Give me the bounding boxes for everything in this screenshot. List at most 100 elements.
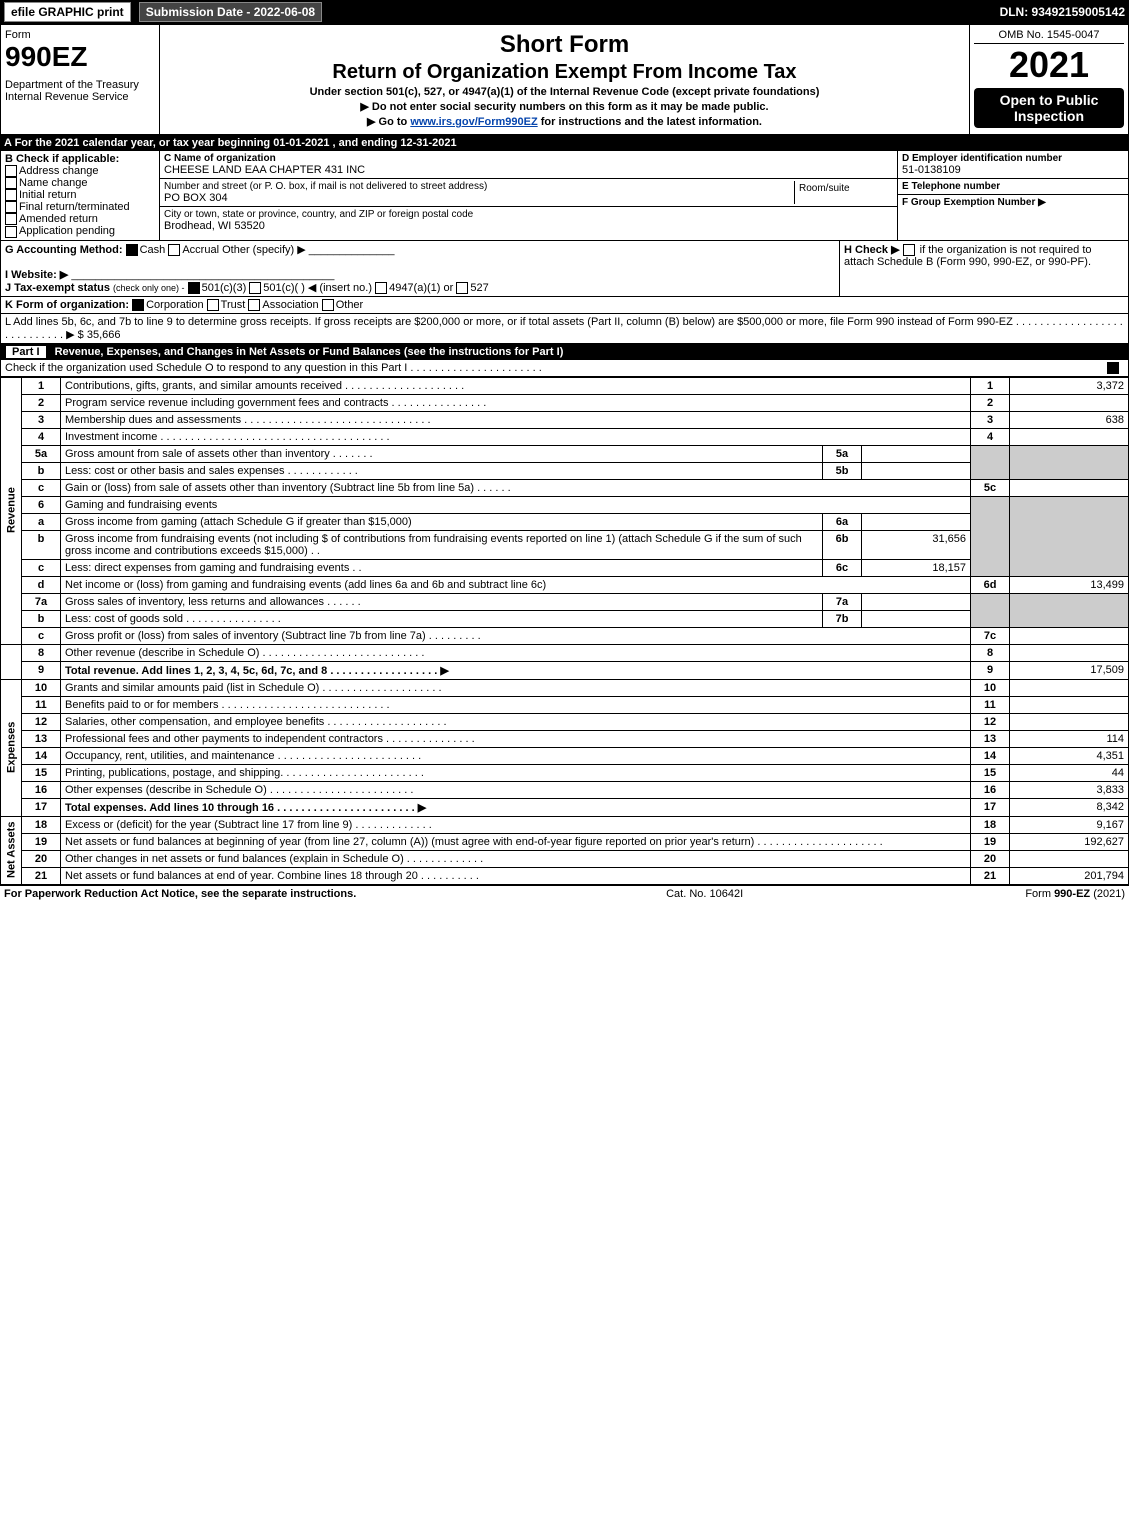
line-20-value: [1010, 850, 1129, 867]
line-10-value: [1010, 679, 1129, 696]
line-7a-desc: Gross sales of inventory, less returns a…: [61, 593, 823, 610]
checkbox-schedule-o[interactable]: [1107, 362, 1121, 374]
line-7a-value: [862, 593, 971, 610]
c-street-label: Number and street (or P. O. box, if mail…: [164, 181, 794, 192]
line-15-value: 44: [1010, 764, 1129, 781]
org-name: CHEESE LAND EAA CHAPTER 431 INC: [164, 164, 893, 176]
h-label: H Check ▶: [844, 244, 900, 256]
org-city: Brodhead, WI 53520: [164, 220, 893, 232]
checkbox-trust[interactable]: Trust: [207, 299, 246, 311]
dln-label: DLN: 93492159005142: [1000, 5, 1125, 19]
checkbox-name-change[interactable]: Name change: [5, 177, 155, 189]
line-12-value: [1010, 713, 1129, 730]
entity-info-block: B Check if applicable: Address change Na…: [0, 151, 1129, 241]
goto-suffix: for instructions and the latest informat…: [538, 116, 762, 128]
checkbox-501c[interactable]: 501(c)( ) ◀ (insert no.): [249, 282, 372, 294]
l-value: 35,666: [87, 329, 121, 341]
j-note: (check only one) -: [113, 283, 185, 293]
footer-catno: Cat. No. 10642I: [565, 888, 845, 900]
f-group-label: F Group Exemption Number ▶: [902, 197, 1124, 208]
part-1-table: Revenue 1 Contributions, gifts, grants, …: [0, 377, 1129, 885]
checkbox-initial-return[interactable]: Initial return: [5, 189, 155, 201]
line-16-value: 3,833: [1010, 781, 1129, 798]
line-8-desc: Other revenue (describe in Schedule O) .…: [61, 644, 971, 661]
line-21-desc: Net assets or fund balances at end of ye…: [61, 867, 971, 884]
line-6-desc: Gaming and fundraising events: [61, 496, 971, 513]
line-6b-desc: Gross income from fundraising events (no…: [61, 530, 823, 559]
checkbox-h[interactable]: [903, 244, 917, 256]
line-6a-desc: Gross income from gaming (attach Schedul…: [61, 513, 823, 530]
line-4-value: [1010, 428, 1129, 445]
line-11-desc: Benefits paid to or for members . . . . …: [61, 696, 971, 713]
revenue-vlabel: Revenue: [1, 377, 22, 644]
g-label: G Accounting Method:: [5, 244, 123, 256]
j-label: J Tax-exempt status: [5, 282, 110, 294]
checkbox-address-change[interactable]: Address change: [5, 165, 155, 177]
line-18-value: 9,167: [1010, 816, 1129, 833]
line-1-value: 3,372: [1010, 377, 1129, 394]
checkbox-527[interactable]: 527: [456, 282, 488, 294]
line-6d-desc: Net income or (loss) from gaming and fun…: [61, 576, 971, 593]
checkbox-corporation[interactable]: Corporation: [132, 299, 203, 311]
line-15-desc: Printing, publications, postage, and shi…: [61, 764, 971, 781]
org-street: PO BOX 304: [164, 192, 794, 204]
line-7b-value: [862, 610, 971, 627]
line-9-desc: Total revenue. Add lines 1, 2, 3, 4, 5c,…: [61, 661, 971, 679]
omb-number: OMB No. 1545-0047: [974, 29, 1124, 44]
checkbox-other-org[interactable]: Other: [322, 299, 364, 311]
line-3-desc: Membership dues and assessments . . . . …: [61, 411, 971, 428]
efile-print-button[interactable]: efile GRAPHIC print: [4, 2, 131, 22]
section-a-tax-year: A For the 2021 calendar year, or tax yea…: [0, 135, 1129, 151]
ssn-warning: Do not enter social security numbers on …: [166, 100, 963, 113]
line-17-value: 8,342: [1010, 798, 1129, 816]
line-13-desc: Professional fees and other payments to …: [61, 730, 971, 747]
checkbox-association[interactable]: Association: [248, 299, 318, 311]
c-city-label: City or town, state or province, country…: [164, 209, 893, 220]
line-7c-desc: Gross profit or (loss) from sales of inv…: [61, 627, 971, 644]
line-6b-value: 31,656: [862, 530, 971, 559]
tax-year: 2021: [974, 44, 1124, 86]
line-19-value: 192,627: [1010, 833, 1129, 850]
l-row: L Add lines 5b, 6c, and 7b to line 9 to …: [0, 314, 1129, 344]
page-footer: For Paperwork Reduction Act Notice, see …: [0, 885, 1129, 902]
schedule-o-check-text: Check if the organization used Schedule …: [5, 362, 542, 374]
e-phone-label: E Telephone number: [902, 181, 1124, 192]
i-website-label: I Website: ▶: [5, 269, 68, 281]
k-row: K Form of organization: Corporation Trus…: [0, 297, 1129, 314]
line-1-desc: Contributions, gifts, grants, and simila…: [61, 377, 971, 394]
d-ein-label: D Employer identification number: [902, 153, 1124, 164]
line-6c-desc: Less: direct expenses from gaming and fu…: [61, 559, 823, 576]
checkbox-accrual[interactable]: Accrual: [168, 244, 219, 256]
checkbox-cash[interactable]: Cash: [126, 244, 166, 256]
checkbox-application-pending[interactable]: Application pending: [5, 225, 155, 237]
line-12-desc: Salaries, other compensation, and employ…: [61, 713, 971, 730]
checkbox-amended-return[interactable]: Amended return: [5, 213, 155, 225]
line-6d-value: 13,499: [1010, 576, 1129, 593]
line-2-desc: Program service revenue including govern…: [61, 394, 971, 411]
l-text: L Add lines 5b, 6c, and 7b to line 9 to …: [5, 316, 1123, 341]
line-13-value: 114: [1010, 730, 1129, 747]
line-6c-value: 18,157: [862, 559, 971, 576]
line-5a-value: [862, 445, 971, 462]
room-suite-label: Room/suite: [794, 181, 893, 204]
line-5c-value: [1010, 479, 1129, 496]
k-label: K Form of organization:: [5, 299, 129, 311]
checkbox-501c3[interactable]: 501(c)(3): [188, 282, 247, 294]
line-7b-desc: Less: cost of goods sold . . . . . . . .…: [61, 610, 823, 627]
submission-date-button[interactable]: Submission Date - 2022-06-08: [139, 2, 322, 22]
irs-link[interactable]: www.irs.gov/Form990EZ: [410, 116, 537, 128]
part-1-check-row: Check if the organization used Schedule …: [0, 360, 1129, 377]
line-4-desc: Investment income . . . . . . . . . . . …: [61, 428, 971, 445]
line-8-value: [1010, 644, 1129, 661]
checkbox-4947[interactable]: 4947(a)(1) or: [375, 282, 453, 294]
line-5a-desc: Gross amount from sale of assets other t…: [61, 445, 823, 462]
line-21-value: 201,794: [1010, 867, 1129, 884]
ein-value: 51-0138109: [902, 164, 1124, 176]
checkbox-final-return[interactable]: Final return/terminated: [5, 201, 155, 213]
under-section-text: Under section 501(c), 527, or 4947(a)(1)…: [166, 86, 963, 98]
c-name-label: C Name of organization: [164, 153, 893, 164]
section-b-heading: B Check if applicable:: [5, 153, 155, 165]
department-label: Department of the Treasury Internal Reve…: [5, 79, 155, 103]
netassets-vlabel: Net Assets: [1, 816, 22, 884]
line-9-value: 17,509: [1010, 661, 1129, 679]
